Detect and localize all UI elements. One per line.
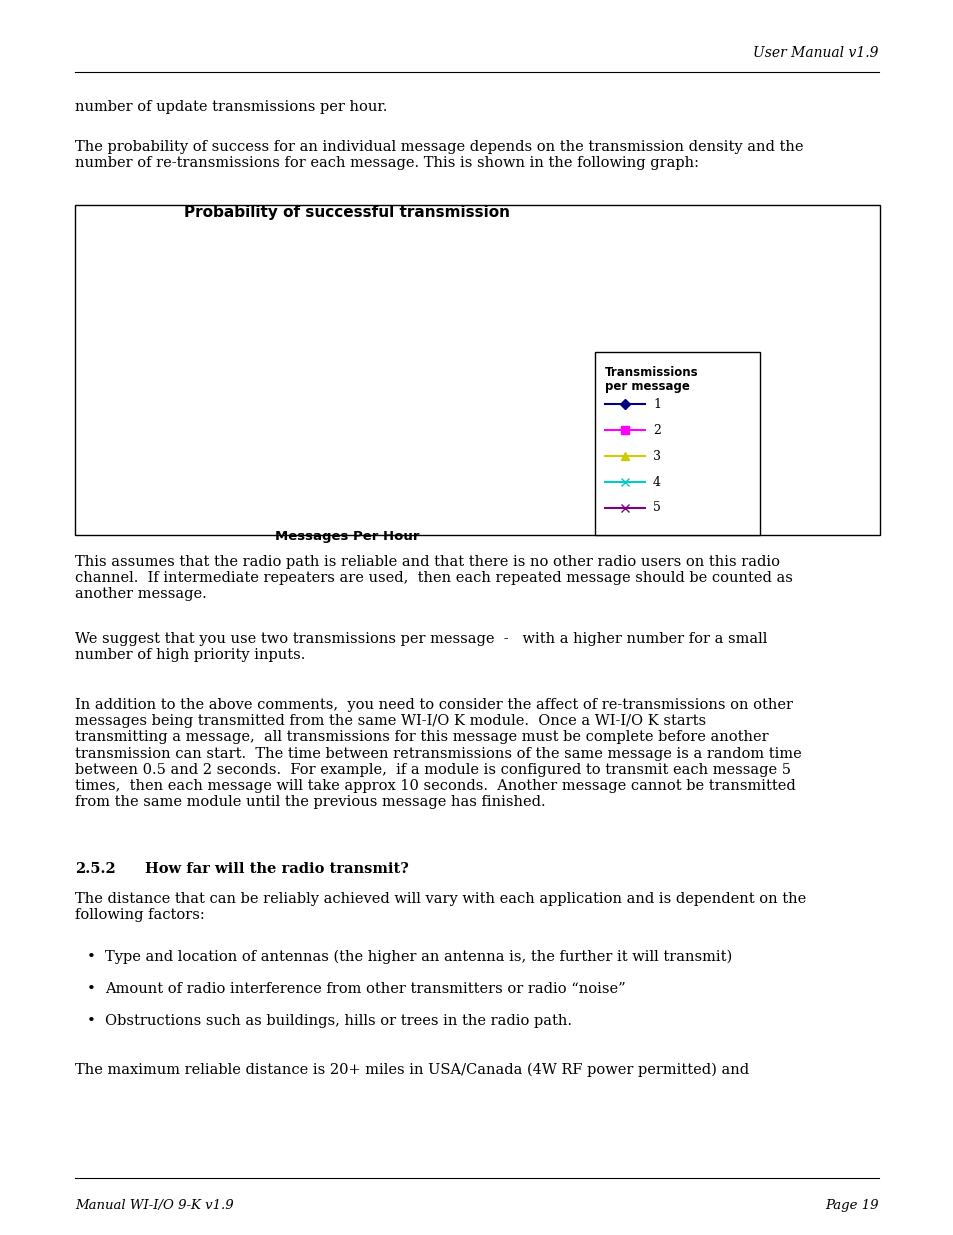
Text: Obstructions such as buildings, hills or trees in the radio path.: Obstructions such as buildings, hills or… [105, 1014, 572, 1028]
Text: Probability of successful transmission: Probability of successful transmission [184, 205, 510, 220]
Text: 2: 2 [652, 424, 660, 436]
Text: The distance that can be reliably achieved will vary with each application and i: The distance that can be reliably achiev… [75, 892, 805, 923]
Text: Amount of radio interference from other transmitters or radio “noise”: Amount of radio interference from other … [105, 982, 625, 995]
Text: per message: per message [604, 380, 689, 393]
Text: We suggest that you use two transmissions per message  -   with a higher number : We suggest that you use two transmission… [75, 632, 766, 662]
Text: How far will the radio transmit?: How far will the radio transmit? [145, 862, 408, 876]
Text: •: • [87, 950, 95, 965]
Text: User Manual v1.9: User Manual v1.9 [753, 46, 878, 61]
Text: In addition to the above comments,  you need to consider the affect of re-transm: In addition to the above comments, you n… [75, 698, 801, 809]
Text: Messages Per Hour: Messages Per Hour [275, 530, 419, 543]
Text: Manual WI-I/O 9-K v1.9: Manual WI-I/O 9-K v1.9 [75, 1198, 233, 1212]
Text: •: • [87, 1014, 95, 1028]
Text: Page 19: Page 19 [824, 1198, 878, 1212]
Text: •: • [87, 982, 95, 995]
Text: The probability of success for an individual message depends on the transmission: The probability of success for an indivi… [75, 140, 802, 170]
Text: 4: 4 [652, 475, 660, 489]
Text: The maximum reliable distance is 20+ miles in USA/Canada (4W RF power permitted): The maximum reliable distance is 20+ mil… [75, 1063, 748, 1077]
Text: 5: 5 [652, 501, 660, 515]
Text: 2.5.2: 2.5.2 [75, 862, 115, 876]
Text: number of update transmissions per hour.: number of update transmissions per hour. [75, 100, 387, 114]
Text: This assumes that the radio path is reliable and that there is no other radio us: This assumes that the radio path is reli… [75, 555, 792, 601]
Text: 1: 1 [652, 398, 660, 410]
Text: Type and location of antennas (the higher an antenna is, the further it will tra: Type and location of antennas (the highe… [105, 950, 732, 965]
Text: 3: 3 [652, 450, 660, 462]
Text: Transmissions: Transmissions [604, 366, 698, 379]
